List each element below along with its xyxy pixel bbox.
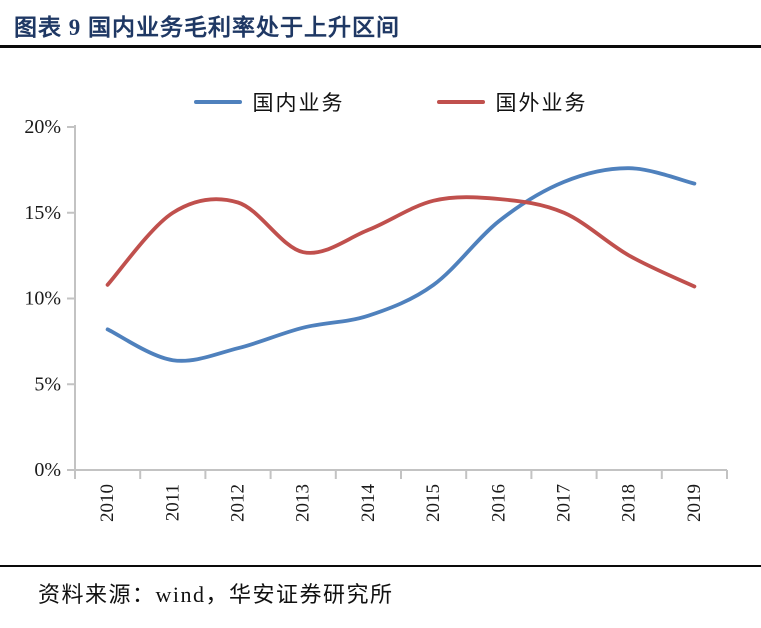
y-tick-label: 15% xyxy=(24,202,61,224)
x-tick-label: 2016 xyxy=(488,484,509,522)
y-tick-label: 20% xyxy=(24,116,61,138)
series-line-overseas xyxy=(105,195,697,289)
chart-svg: 0% 5% 10% 15% 20% 2010 2011 2012 2013 2014 2015 201… xyxy=(24,116,728,523)
legend-item-overseas: 国外业务 xyxy=(436,87,588,117)
x-tick-label: 2015 xyxy=(423,484,444,522)
x-tick-label: 2011 xyxy=(162,484,183,521)
legend-item-domestic: 国内业务 xyxy=(193,87,345,117)
x-tick-label: 2017 xyxy=(554,484,575,522)
y-tick-label: 10% xyxy=(24,288,61,310)
legend-label-domestic: 国内业务 xyxy=(252,91,345,115)
x-tick-label: 2018 xyxy=(619,484,640,522)
legend-label-overseas: 国外业务 xyxy=(495,91,588,115)
legend-line-swatch-domestic xyxy=(193,99,242,105)
x-tick-label: 2013 xyxy=(293,484,314,522)
y-tick-label: 5% xyxy=(34,373,61,395)
x-tick-label: 2014 xyxy=(358,484,379,523)
legend-line-swatch-overseas xyxy=(436,99,485,105)
y-tick-label: 0% xyxy=(34,459,61,481)
figure-title: 图表 9 国内业务毛利率处于上升区间 xyxy=(14,15,400,40)
x-tick-label: 2010 xyxy=(97,484,118,522)
footer-rule xyxy=(0,565,761,567)
x-tick-label: 2012 xyxy=(228,484,249,522)
chart-legend: 国内业务 国外业务 xyxy=(0,87,761,117)
source-note: 资料来源：wind，华安证券研究所 xyxy=(38,582,394,607)
x-tick-label: 2019 xyxy=(684,484,705,522)
title-underline xyxy=(0,45,761,48)
series-line-domestic xyxy=(105,166,697,363)
